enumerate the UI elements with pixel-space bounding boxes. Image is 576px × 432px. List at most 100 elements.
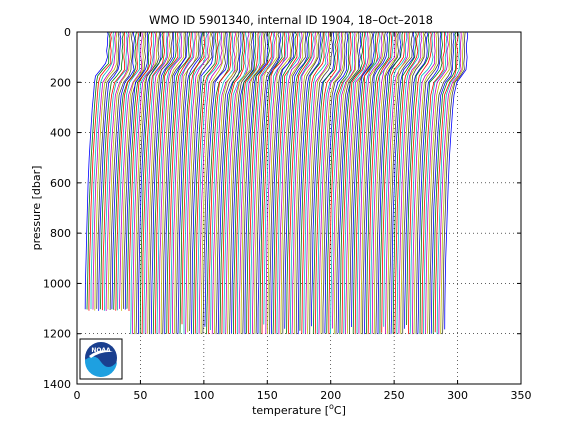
profile-line: [233, 31, 257, 335]
profile-line: [341, 31, 366, 334]
profile-line: [217, 31, 242, 335]
plot-frame: [76, 31, 522, 385]
profile-line: [413, 31, 438, 335]
profile-line: [269, 31, 294, 335]
profile-line: [175, 31, 200, 334]
y-tick-label: 200: [50, 76, 71, 89]
profile-line: [377, 31, 402, 335]
y-axis-label: pressure [dbar]: [30, 166, 43, 251]
profile-line: [252, 31, 276, 335]
profile-line: [117, 31, 141, 311]
profile-line: [215, 31, 240, 335]
profile-line: [266, 31, 291, 335]
profile-line: [261, 31, 286, 335]
profile-line: [295, 31, 320, 335]
profile-line: [105, 31, 130, 312]
profile-line: [383, 31, 408, 327]
profile-line: [225, 31, 250, 335]
profile-line: [219, 31, 244, 335]
profile-line: [438, 31, 462, 335]
profile-line: [318, 31, 343, 335]
profile-line: [149, 31, 174, 335]
profile-line: [293, 32, 318, 335]
profile-line: [235, 31, 259, 335]
profile-line: [362, 31, 386, 335]
profile-line: [324, 31, 349, 334]
profile-line: [286, 31, 311, 334]
x-tick-label: 200: [320, 389, 341, 402]
profile-line: [86, 31, 111, 310]
profile-line: [124, 31, 149, 310]
noaa-logo-text: NOAA: [91, 347, 111, 354]
profile-line: [183, 31, 208, 335]
profile-line: [352, 31, 377, 334]
profile-line: [96, 31, 120, 309]
profile-line: [406, 31, 430, 326]
profile-line: [305, 31, 329, 335]
profile-line: [160, 31, 185, 335]
profile-line: [364, 31, 389, 335]
profile-line: [152, 31, 177, 335]
x-axis-label-super: o: [329, 402, 334, 411]
profile-line: [259, 31, 284, 335]
profile-line: [274, 31, 299, 334]
profile-line: [390, 31, 415, 335]
profile-line: [375, 31, 400, 335]
x-tick-label: 100: [193, 389, 214, 402]
profile-line: [221, 32, 245, 335]
profile-line: [299, 31, 324, 331]
profile-line: [351, 31, 375, 328]
profile-line: [84, 31, 109, 310]
x-tick-label: 0: [74, 389, 81, 402]
profile-line: [170, 31, 194, 334]
profile-line: [194, 31, 219, 334]
profile-line: [103, 31, 128, 311]
profile-line: [335, 31, 360, 335]
profile-line: [265, 31, 290, 335]
profile-line: [200, 31, 225, 334]
profile-line: [354, 31, 379, 335]
profile-line: [398, 31, 423, 334]
profile-line: [358, 31, 383, 334]
profile-line: [187, 31, 212, 333]
x-tick-label: 50: [133, 389, 147, 402]
profile-line: [332, 31, 356, 329]
x-axis-label-suffix: C]: [334, 404, 346, 417]
profile-line: [202, 31, 227, 334]
profile-line: [249, 31, 274, 335]
profile-line: [147, 31, 171, 334]
profile-line: [94, 32, 118, 311]
profile-line: [386, 31, 411, 335]
profile-line: [290, 31, 315, 335]
profile-line: [214, 31, 238, 334]
profile-line: [128, 31, 153, 311]
profile-line: [185, 31, 210, 335]
profile-line: [156, 31, 181, 335]
profile-line: [423, 31, 448, 335]
profile-line: [190, 32, 215, 335]
profile-line: [425, 31, 449, 334]
profile-line: [246, 31, 270, 334]
profile-line: [330, 31, 354, 335]
profile-line: [168, 31, 192, 334]
profile-line: [314, 31, 339, 335]
profile-line: [328, 31, 352, 335]
profile-line: [388, 31, 414, 335]
profile-line: [126, 31, 151, 309]
x-tick-label: 350: [511, 389, 532, 402]
profile-line: [115, 31, 139, 311]
profile-line: [322, 31, 346, 334]
profile-line: [100, 31, 124, 310]
profile-line: [236, 31, 261, 335]
profile-line: [402, 31, 427, 334]
profile-line: [223, 31, 247, 334]
profile-line: [143, 32, 168, 334]
profile-line: [88, 31, 112, 311]
profile-line: [208, 32, 232, 335]
profile-line: [366, 31, 391, 335]
profile-line: [181, 32, 206, 325]
profile-line: [326, 31, 351, 334]
profile-line: [408, 31, 432, 335]
profile-line: [278, 31, 303, 335]
profile-line: [442, 31, 466, 335]
